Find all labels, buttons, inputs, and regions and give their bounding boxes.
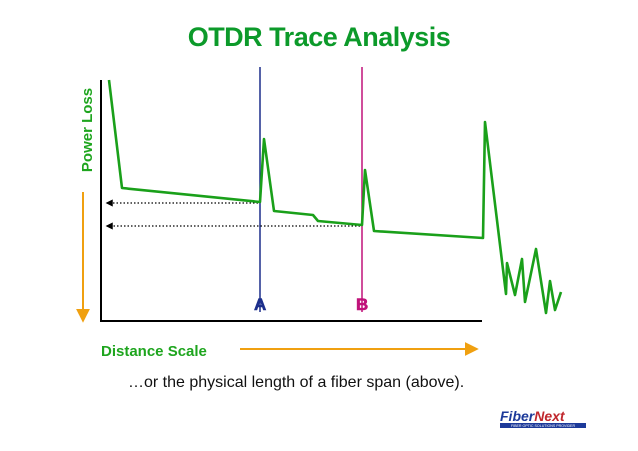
logo-text-next: Next [534,408,566,424]
caption: …or the physical length of a fiber span … [128,374,465,391]
marker-b-label: B [356,295,368,314]
logo-text-fiber: Fiber [500,408,536,424]
y-axis-label: Power Loss [79,88,96,172]
x-axis-label: Distance Scale [101,343,207,360]
chart-title: OTDR Trace Analysis [187,22,451,52]
marker-a-label: A [254,295,266,314]
logo-tagline: FIBER OPTIC SOLUTIONS PROVIDER [511,424,576,428]
fibernext-logo: FiberNext FIBER OPTIC SOLUTIONS PROVIDER [500,408,586,428]
otdr-trace [107,79,563,315]
svg-text:FiberNext: FiberNext [500,408,566,424]
